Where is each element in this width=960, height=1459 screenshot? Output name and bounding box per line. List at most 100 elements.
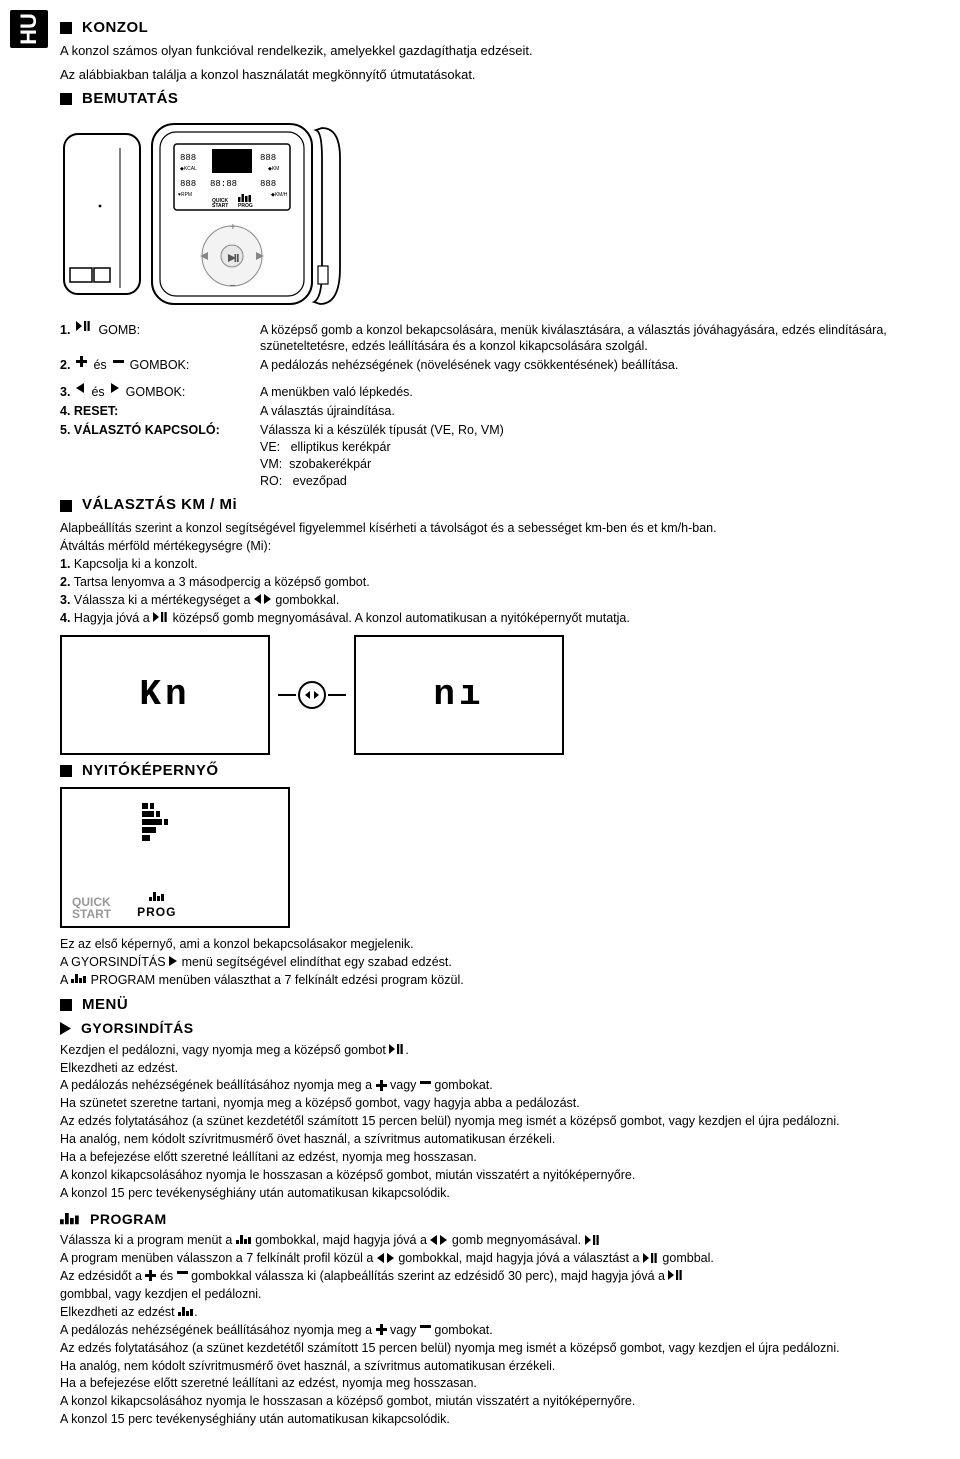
step-text: gombokkal. [275, 593, 339, 607]
km-text: Átváltás mérföld mértékegységre (Mi): [60, 538, 942, 555]
nyito-text: A GYORSINDÍTÁS menü segítségével elindít… [60, 954, 942, 971]
km-text: Alapbeállítás szerint a konzol segítségé… [60, 520, 942, 537]
pr-text: A program menüben válasszon a 7 felkínál… [60, 1250, 942, 1267]
bullet-icon [60, 765, 72, 777]
pr-text: Válassza ki a program menüt a gombokkal,… [60, 1232, 942, 1249]
def-left: 5. VÁLASZTÓ KAPCSOLÓ: [60, 422, 220, 439]
bullet-icon [60, 500, 72, 512]
text: Az edzésidőt a [60, 1269, 142, 1283]
text: A GYORSINDÍTÁS [60, 955, 166, 969]
subsection-title: GYORSINDÍTÁS [81, 1019, 194, 1038]
plus-icon [376, 1080, 387, 1091]
intro-text-1: A konzol számos olyan funkcióval rendelk… [60, 42, 942, 60]
gy-text: Ha analóg, nem kódolt szívritmusmérő öve… [60, 1131, 942, 1148]
def-desc: A választás újraindítása. [260, 403, 942, 420]
def-desc: A középső gomb a konzol bekapcsolására, … [260, 322, 942, 339]
minibars-icon [71, 974, 87, 984]
gy-text: A konzol kikapcsolásához nyomja le hossz… [60, 1167, 942, 1184]
right-icon [169, 956, 178, 967]
playpause-icon [668, 1270, 684, 1281]
text: gombokat. [434, 1078, 492, 1092]
screen-km: Kn [60, 635, 270, 755]
section-valasztas-heading: VÁLASZTÁS KM / Mi [60, 495, 942, 515]
plus-icon [76, 356, 87, 367]
def-num: 2. [60, 357, 70, 374]
plus-icon [376, 1324, 387, 1335]
leftright-icon [377, 1253, 395, 1264]
step-text: középső gomb megnyomásával. A konzol aut… [173, 611, 630, 625]
svg-text:888: 888 [180, 153, 196, 163]
pr-text: A pedálozás nehézségének beállításához n… [60, 1322, 942, 1339]
def-row-3: 3. és GOMBOK: A menükben való lépkedés. [60, 384, 942, 401]
km-steps: 1. Kapcsolja ki a konzolt. 2. Tartsa len… [60, 556, 942, 627]
pr-text: A konzol kikapcsolásához nyomja le hossz… [60, 1393, 942, 1410]
text: A pedálozás nehézségének beállításához n… [60, 1078, 372, 1092]
section-title: BEMUTATÁS [82, 89, 178, 109]
def-mid: és [93, 357, 106, 374]
pr-text: Ha analóg, nem kódolt szívritmusmérő öve… [60, 1358, 942, 1375]
def-desc: A pedálozás nehézségének (növelésének va… [260, 357, 942, 374]
section-title: KONZOL [82, 18, 148, 38]
def-desc-vm: VM: szobakerékpár [260, 456, 942, 473]
svg-text:88:88: 88:88 [210, 179, 237, 189]
step-num: 4. [60, 611, 70, 625]
def-desc: szüneteltetésre, edzés leállítására és a… [260, 338, 942, 355]
text: A program menüben válasszon a 7 felkínál… [60, 1251, 373, 1265]
playpause-icon [76, 321, 92, 332]
definitions-list: 1. GOMB: A középső gomb a konzol bekapcs… [60, 322, 942, 490]
playpause-icon [389, 1044, 405, 1055]
section-konzol-heading: KONZOL [60, 18, 942, 38]
minus-icon [177, 1271, 188, 1278]
text: menü segítségével elindíthat egy szabad … [182, 955, 452, 969]
svg-text:–: – [230, 280, 236, 291]
minus-icon [420, 1081, 431, 1088]
text: Elkezdheti az edzést [60, 1305, 175, 1319]
gy-text: A konzol 15 perc tevékenységhiány után a… [60, 1185, 942, 1202]
svg-text:♥RPM: ♥RPM [178, 192, 192, 198]
device-illustration: 888 888 ◆KCAL ◆KM 888 88:88 888 ♥RPM QUI… [60, 118, 942, 308]
bars-icon [142, 799, 202, 843]
playpause-icon [153, 612, 169, 623]
screen-mi: nı [354, 635, 564, 755]
playpause-icon [585, 1235, 601, 1246]
subsection-gyors-heading: GYORSINDÍTÁS [60, 1019, 942, 1038]
home-quickstart-label: QUICK START [72, 896, 111, 920]
pr-text: Az edzésidőt a és gombokkal válassza ki … [60, 1268, 942, 1285]
def-desc-ve: VE: elliptikus kerékpár [260, 439, 942, 456]
text: A pedálozás nehézségének beállításához n… [60, 1323, 372, 1337]
pr-text: gombbal, vagy kezdjen el pedálozni. [60, 1286, 942, 1303]
bullet-icon [60, 999, 72, 1011]
home-screen-illustration: QUICK START PROG [60, 787, 290, 928]
text: vagy [390, 1323, 416, 1337]
def-desc-ro: RO: evezőpad [260, 473, 942, 490]
text: Kezdjen el pedálozni, vagy nyomja meg a … [60, 1043, 386, 1057]
text: gombokat. [434, 1323, 492, 1337]
minus-icon [420, 1325, 431, 1332]
text: gombbal. [662, 1251, 713, 1265]
left-icon [76, 383, 85, 394]
bullet-icon [60, 22, 72, 34]
svg-text:888: 888 [180, 179, 196, 189]
swap-icon [298, 681, 326, 709]
text: gombokkal válassza ki (alapbeállítás sze… [191, 1269, 665, 1283]
gy-text: Elkezdheti az edzést. [60, 1060, 942, 1077]
minus-icon [113, 360, 124, 371]
document-body: KONZOL A konzol számos olyan funkcióval … [60, 18, 942, 1428]
leftright-icon [254, 594, 272, 605]
km-screens-row: Kn nı [60, 635, 942, 755]
step-text: Válassza ki a mértékegységet a [74, 593, 250, 607]
pr-text: Az edzés folytatásához (a szünet kezdeté… [60, 1340, 942, 1357]
gy-text: A pedálozás nehézségének beállításához n… [60, 1077, 942, 1094]
label-line: START [72, 908, 111, 920]
svg-text:+: + [230, 222, 236, 233]
def-row-4: 4. RESET: A választás újraindítása. [60, 403, 942, 420]
text: PROGRAM menüben választhat a 7 felkínált… [91, 973, 464, 987]
text: vagy [390, 1078, 416, 1092]
text: és [160, 1269, 173, 1283]
pr-text: A konzol 15 perc tevékenységhiány után a… [60, 1411, 942, 1428]
right-icon [111, 383, 120, 394]
section-menu-heading: MENÜ [60, 995, 942, 1015]
def-mid: és [91, 384, 104, 401]
step-num: 2. [60, 575, 70, 589]
playpause-icon [643, 1253, 659, 1264]
